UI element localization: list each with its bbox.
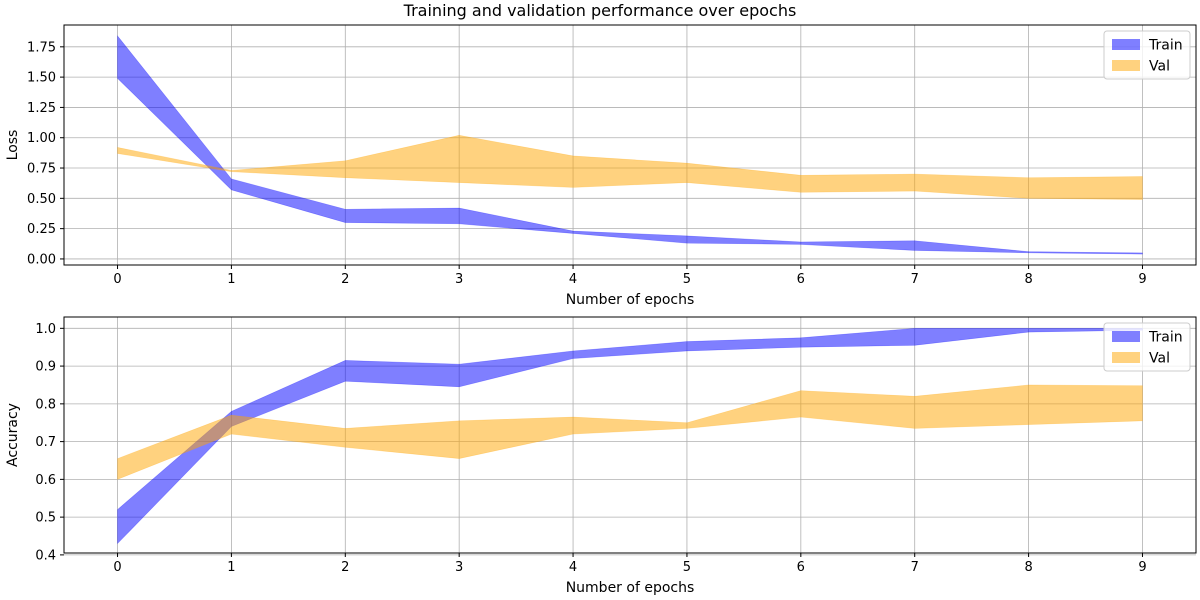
loss-legend: Train Val: [1103, 30, 1191, 80]
loss-xtick-label: 6: [797, 272, 805, 287]
accuracy-xtick-label: 8: [1024, 560, 1032, 575]
accuracy-band-val: [117, 384, 1143, 480]
accuracy-legend-label-val: Val: [1149, 351, 1170, 367]
accuracy-ytick-label: 0.7: [35, 435, 56, 450]
loss-xtick-label: 0: [113, 272, 121, 287]
loss-ytick-label: 0.25: [27, 222, 56, 237]
accuracy-panel: 0 1 2 3 4 5 6 7 8 9 0.4 0.5 0.6 0.7 0.8 0.9 1.0 Number of…: [5, 316, 1197, 596]
accuracy-xtick-label: 9: [1138, 560, 1146, 575]
loss-band-train: [117, 35, 1143, 255]
loss-ytick-label: 1.50: [27, 71, 56, 86]
loss-ytick-label: 0.00: [27, 252, 56, 267]
accuracy-xtick-label: 3: [455, 560, 463, 575]
loss-legend-label-train: Train: [1148, 38, 1183, 54]
accuracy-legend-swatch-train: [1112, 331, 1140, 342]
loss-ytick-label: 1.25: [27, 101, 56, 116]
accuracy-legend-swatch-val: [1112, 352, 1140, 363]
loss-ytick-label: 0.75: [27, 162, 56, 177]
accuracy-ytick-label: 0.8: [35, 397, 56, 412]
accuracy-ytick-label: 0.5: [35, 511, 56, 526]
loss-xtick-label: 2: [341, 272, 349, 287]
accuracy-xtick-label: 6: [797, 560, 805, 575]
accuracy-legend-label-train: Train: [1148, 330, 1183, 346]
accuracy-xtick-label: 2: [341, 560, 349, 575]
accuracy-xtick-label: 7: [911, 560, 919, 575]
loss-axes-frame: [63, 24, 1197, 266]
loss-xtick-label: 8: [1024, 272, 1032, 287]
loss-legend-swatch-train: [1112, 39, 1140, 50]
loss-ytick-label: 1.00: [27, 131, 56, 146]
loss-xtick-label: 1: [227, 272, 235, 287]
loss-band-val: [117, 134, 1143, 200]
loss-legend-label-val: Val: [1149, 59, 1170, 75]
loss-ytick-label: 1.75: [27, 40, 56, 55]
accuracy-ytick-label: 1.0: [35, 322, 56, 337]
loss-xtick-label: 5: [683, 272, 691, 287]
loss-ytick-label: 0.50: [27, 192, 56, 207]
accuracy-xlabel: Number of epochs: [566, 580, 695, 596]
accuracy-xtick-label: 1: [227, 560, 235, 575]
loss-xtick-label: 7: [911, 272, 919, 287]
loss-xtick-label: 3: [455, 272, 463, 287]
loss-ylabel: Loss: [5, 130, 21, 161]
accuracy-ylabel: Accuracy: [5, 403, 21, 467]
accuracy-xtick-label: 5: [683, 560, 691, 575]
accuracy-xtick-label: 0: [113, 560, 121, 575]
accuracy-legend: Train Val: [1103, 322, 1191, 372]
accuracy-axes-frame: [63, 316, 1197, 554]
loss-xtick-label: 4: [569, 272, 577, 287]
loss-xtick-label: 9: [1138, 272, 1146, 287]
accuracy-xtick-label: 4: [569, 560, 577, 575]
accuracy-ytick-label: 0.4: [35, 548, 56, 563]
accuracy-ytick-label: 0.6: [35, 473, 56, 488]
accuracy-ytick-label: 0.9: [35, 360, 56, 375]
loss-legend-swatch-val: [1112, 60, 1140, 71]
loss-xlabel: Number of epochs: [566, 292, 695, 308]
figure-title: Training and validation performance over…: [403, 1, 797, 20]
loss-panel: 0 1 2 3 4 5 6 7 8 9 0.00 0.25 0.50 0.75 1.00 1.25 1.50 1.…: [5, 24, 1197, 308]
